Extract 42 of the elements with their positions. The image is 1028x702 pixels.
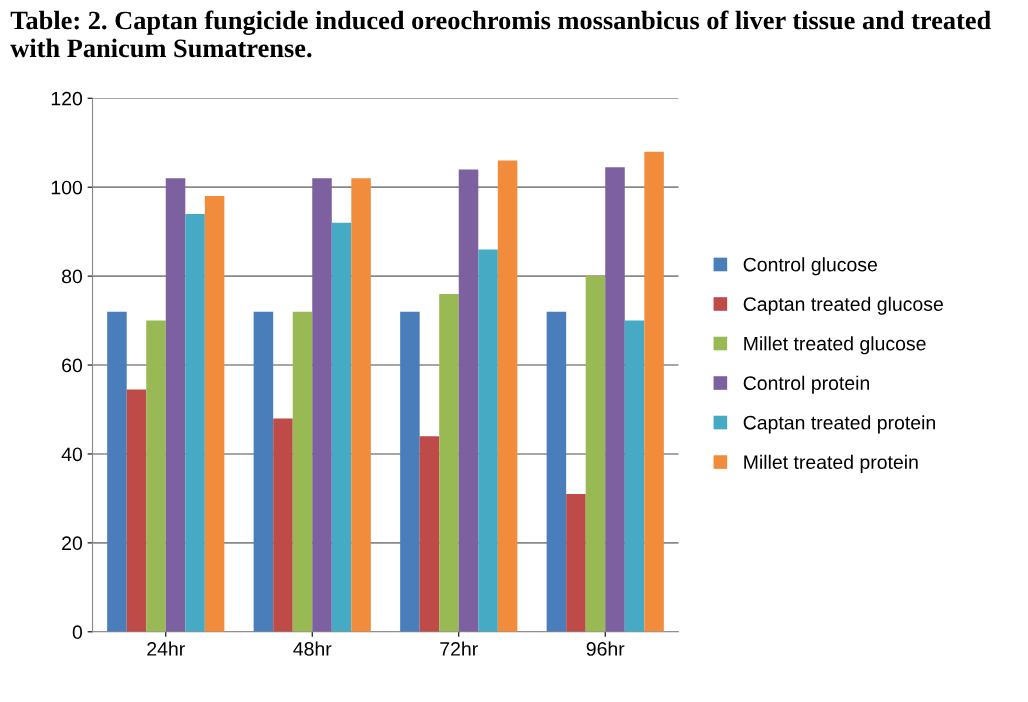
bar [165, 178, 186, 632]
x-tick-label: 96hr [586, 641, 625, 656]
chart-title: Table: 2. Captan fungicide induced oreochromis mossanbicus of liver tissue and treated with Panicum Sumatrense. [10, 10, 991, 58]
bar [605, 167, 625, 632]
bar [126, 389, 147, 632]
legend-label: Millet treated protein [744, 454, 918, 473]
bar [419, 436, 440, 632]
bar [400, 311, 420, 632]
legend-label: Millet treated glucose [744, 336, 926, 355]
y-tick-label: 40 [61, 447, 83, 462]
bar [253, 311, 274, 632]
legend-label: Captan treated protein [743, 415, 935, 434]
y-tick-label: 60 [62, 358, 83, 373]
bar [204, 196, 225, 632]
bar [546, 311, 567, 632]
bar [331, 222, 352, 632]
bar [185, 213, 205, 632]
x-tick-label: 48hr [293, 641, 332, 656]
bar [107, 311, 127, 632]
y-tick-label: 80 [62, 269, 83, 284]
bar [478, 249, 498, 632]
x-tick-label: 24hr [147, 641, 185, 656]
x-tick-label: 72hr [440, 641, 478, 656]
bar [439, 293, 459, 632]
bar [585, 276, 606, 632]
legend-label: Captan treated glucose [743, 296, 943, 315]
y-tick-label: 20 [62, 536, 83, 551]
bar [566, 493, 586, 632]
bar [146, 320, 166, 632]
y-tick-label: 100 [51, 180, 83, 195]
bar [624, 320, 645, 632]
bar [458, 169, 479, 632]
bar [312, 178, 332, 632]
legend-label: Control protein [743, 375, 869, 394]
bar [644, 151, 664, 632]
y-tick-label: 120 [51, 91, 83, 106]
y-tick-label: 0 [72, 625, 83, 640]
bar [292, 311, 313, 632]
legend-label: Control glucose [743, 257, 877, 276]
bar [273, 418, 293, 632]
bar [351, 178, 371, 632]
bar [497, 160, 518, 632]
